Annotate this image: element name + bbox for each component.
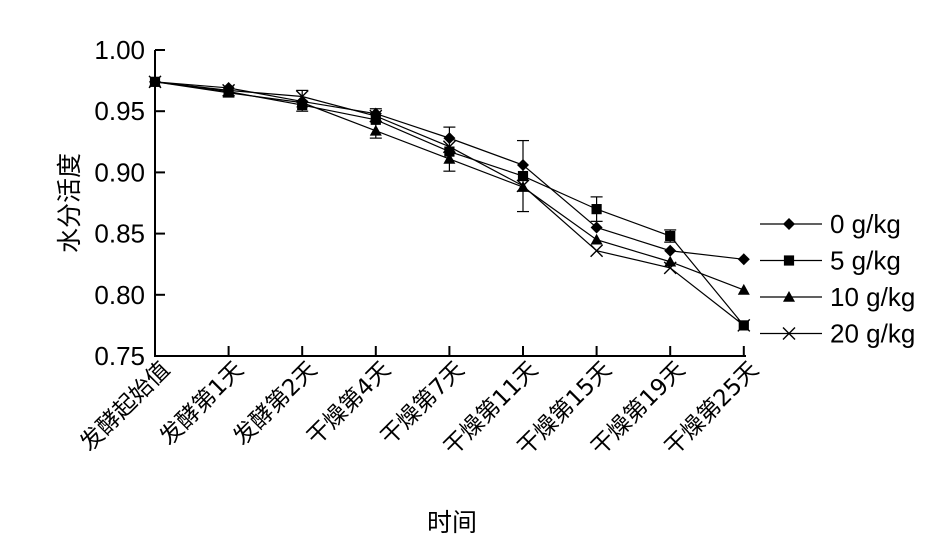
y-tick-label: 0.95 [94,96,145,126]
legend-item: 5 g/kg [760,246,901,276]
legend-item: 10 g/kg [760,282,915,312]
data-point [222,86,235,98]
data-point [663,261,677,275]
x-axis-title: 时间 [427,508,477,537]
y-axis-title: 水分活度 [55,153,84,253]
data-point [517,159,529,172]
legend-marker [783,255,795,266]
legend-marker [783,218,795,230]
data-point [664,244,677,257]
legend-marker [782,327,796,340]
data-point [737,253,750,266]
series-line [154,81,745,291]
y-tick-label: 0.80 [94,280,145,310]
series-triangle [149,75,750,295]
series-square [149,76,749,331]
data-point [442,140,456,154]
x-ticks: 发酵起始值发酵第1天发酵第2天干燥第4天干燥第7天干燥第11天干燥第15天干燥第… [76,346,764,461]
legend-item: 0 g/kg [760,209,901,239]
legend-label: 5 g/kg [830,246,901,276]
data-point [443,132,456,145]
data-point [296,96,309,108]
legend-item: 20 g/kg [760,319,915,349]
data-point [737,318,751,332]
y-tick-label: 0.75 [94,341,145,371]
data-point [590,221,603,234]
data-point [517,170,529,182]
data-point [664,255,677,267]
data-point [516,179,530,193]
data-point [369,109,383,123]
data-point [222,83,236,97]
data-point [295,90,309,104]
legend-label: 0 g/kg [830,209,901,239]
series-line [154,81,745,326]
y-ticks: 0.75 0.80 0.85 0.90 0.95 1.00 [94,35,165,371]
data-point [148,75,162,89]
axes [154,50,746,357]
data-point [590,233,603,245]
series-line [154,81,745,326]
series-cross [148,75,751,332]
data-point [591,204,602,215]
y-tick-label: 0.85 [94,219,145,249]
data-point [444,146,455,157]
data-point [737,283,750,295]
data-point [665,230,676,242]
legend-label: 10 g/kg [830,282,915,312]
data-point [590,244,604,258]
x-tick-label: 发酵起始值 [76,357,176,457]
y-tick-label: 0.90 [94,157,145,187]
data-point [443,152,456,164]
legend: 0 g/kg 5 g/kg 10 g/kg 20 g/kg [760,209,915,349]
data-point [370,114,381,125]
y-tick-label: 1.00 [94,35,145,65]
legend-marker [783,291,795,302]
series-group [148,75,751,332]
legend-label: 20 g/kg [830,319,915,349]
data-point [369,124,382,136]
